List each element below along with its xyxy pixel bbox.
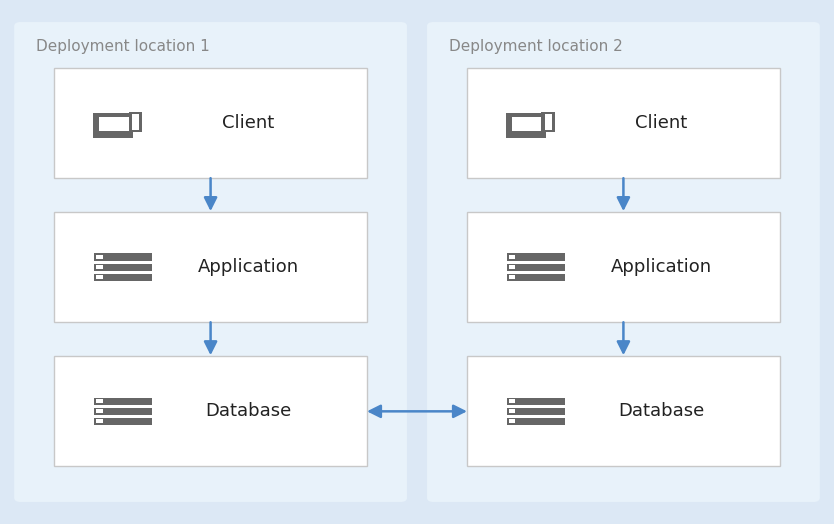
- Bar: [541, 112, 555, 132]
- Bar: [506, 135, 545, 138]
- FancyBboxPatch shape: [54, 212, 367, 322]
- FancyBboxPatch shape: [467, 68, 780, 178]
- Bar: [509, 409, 515, 413]
- Bar: [93, 274, 153, 281]
- FancyBboxPatch shape: [427, 22, 820, 502]
- Bar: [506, 418, 565, 425]
- Bar: [506, 131, 545, 135]
- Text: Application: Application: [198, 258, 299, 276]
- Bar: [545, 114, 551, 130]
- Bar: [93, 113, 133, 117]
- Bar: [93, 254, 153, 261]
- Bar: [93, 398, 153, 405]
- FancyBboxPatch shape: [467, 356, 780, 466]
- Bar: [506, 264, 565, 271]
- Bar: [506, 254, 565, 261]
- Text: Database: Database: [205, 402, 291, 420]
- Bar: [93, 418, 153, 425]
- Bar: [506, 274, 565, 281]
- FancyBboxPatch shape: [54, 68, 367, 178]
- Bar: [509, 275, 515, 279]
- Bar: [93, 131, 133, 135]
- Bar: [132, 114, 138, 130]
- Bar: [93, 264, 153, 271]
- FancyBboxPatch shape: [14, 22, 407, 502]
- Bar: [509, 399, 515, 403]
- Bar: [96, 399, 103, 403]
- Text: Database: Database: [618, 402, 704, 420]
- Bar: [96, 419, 103, 423]
- Bar: [509, 419, 515, 423]
- Bar: [128, 112, 142, 132]
- Bar: [96, 255, 103, 259]
- Bar: [509, 255, 515, 259]
- Bar: [506, 408, 565, 415]
- Bar: [93, 135, 133, 138]
- Bar: [506, 113, 545, 117]
- Text: Deployment location 1: Deployment location 1: [36, 39, 209, 54]
- Bar: [96, 265, 103, 269]
- Text: Deployment location 2: Deployment location 2: [449, 39, 622, 54]
- Text: Application: Application: [610, 258, 711, 276]
- Bar: [509, 265, 515, 269]
- Bar: [96, 275, 103, 279]
- FancyBboxPatch shape: [467, 212, 780, 322]
- Bar: [506, 398, 565, 405]
- Bar: [506, 113, 512, 135]
- Text: Client: Client: [222, 114, 274, 132]
- Bar: [96, 409, 103, 413]
- FancyBboxPatch shape: [54, 356, 367, 466]
- Bar: [93, 113, 99, 135]
- Text: Client: Client: [635, 114, 687, 132]
- Bar: [93, 408, 153, 415]
